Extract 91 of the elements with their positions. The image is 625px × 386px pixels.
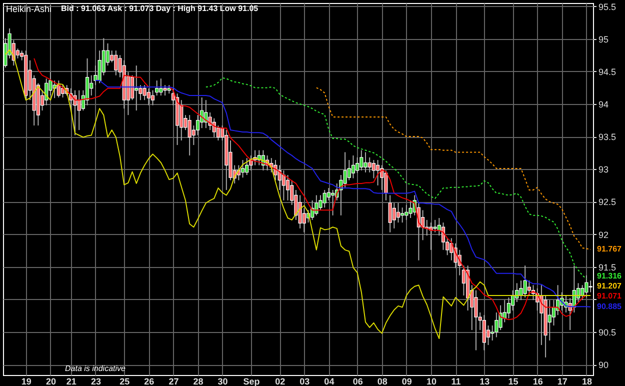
candlestick — [376, 160, 380, 186]
candlestick — [372, 160, 376, 179]
candlestick — [523, 265, 527, 298]
line-series — [316, 87, 592, 250]
candlestick — [90, 74, 94, 96]
candlestick — [56, 80, 60, 98]
x-tick-label: 16 — [532, 376, 543, 386]
candlestick — [462, 265, 466, 296]
x-tick-label: 30 — [218, 376, 228, 386]
candlestick — [388, 194, 392, 233]
candlestick — [146, 88, 150, 106]
candlestick — [282, 170, 286, 201]
candlestick — [322, 189, 326, 208]
candlestick — [159, 78, 163, 96]
candlestick — [130, 74, 134, 101]
candlestick — [364, 152, 368, 173]
candlestick — [73, 90, 77, 136]
chart-title: Heikin-Ashi — [6, 4, 52, 14]
candlestick — [548, 300, 552, 341]
x-tick-label: 28 — [193, 376, 204, 386]
x-tick-label: 25 — [120, 376, 130, 386]
y-tick-label: 92 — [598, 230, 609, 240]
annotation: Data is indicative — [65, 364, 126, 373]
candlestick — [60, 84, 65, 98]
x-tick-label: 06 — [352, 376, 363, 386]
x-tick-label: 08 — [377, 376, 388, 386]
chart-subtitle: Bid : 91.063 Ask : 91.073 Day : High 91.43 Low 91.05 — [61, 4, 259, 13]
candlestick — [404, 204, 408, 220]
x-tick-label: 19 — [21, 376, 32, 386]
y-tick-label: 95 — [598, 34, 609, 44]
candlestick — [356, 156, 360, 174]
candlestick — [330, 189, 335, 216]
y-tick-label: 94.5 — [598, 66, 616, 77]
candlestick — [584, 274, 588, 298]
y-tick-label: 90.5 — [598, 328, 616, 338]
data-label: 91.071 — [597, 291, 622, 300]
candlestick — [482, 314, 486, 351]
candlestick — [506, 296, 511, 319]
x-tick-label: 27 — [168, 376, 179, 386]
y-tick-label: 95.5 — [598, 2, 616, 12]
y-tick-label: 93.5 — [598, 132, 616, 142]
candlestick — [420, 210, 425, 241]
candlestick — [240, 160, 245, 178]
candlestick — [400, 207, 404, 224]
candlestick — [134, 65, 138, 111]
x-tick-label: 20 — [46, 376, 56, 386]
candlestick — [552, 300, 556, 326]
candlestick — [396, 202, 400, 224]
candlestick — [360, 150, 364, 171]
x-tick-label: 23 — [90, 376, 101, 386]
line-series — [205, 77, 587, 280]
data-label: 91.767 — [597, 244, 622, 254]
x-tick-label: 17 — [557, 376, 568, 386]
candlestick — [347, 160, 351, 181]
x-tick-label: 11 — [451, 376, 461, 386]
y-tick-label: 93 — [598, 164, 609, 175]
x-tick-label: 09 — [402, 376, 412, 386]
y-tick-label: 90 — [598, 360, 609, 370]
candlestick — [114, 50, 118, 76]
x-tick-label: 26 — [144, 376, 154, 386]
y-tick-label: 94 — [598, 99, 609, 110]
x-tick-label: 04 — [324, 376, 334, 386]
candlestick — [85, 58, 90, 106]
candlestick — [511, 290, 515, 312]
candlestick — [245, 158, 249, 176]
x-tick-label: 15 — [508, 376, 518, 386]
candlestick — [326, 188, 330, 201]
x-tick-label: 21 — [66, 376, 76, 386]
candlestick — [163, 84, 167, 96]
candlestick — [392, 202, 396, 229]
data-label: 90.885 — [597, 302, 622, 311]
x-tick-label: 13 — [480, 376, 490, 386]
candlestick — [204, 100, 208, 129]
data-label: 91.316 — [597, 271, 622, 280]
candlestick — [216, 124, 220, 141]
x-tick-label: 18 — [582, 376, 592, 386]
x-tick-label: 02 — [275, 376, 286, 386]
y-tick-label: 91.5 — [598, 262, 616, 272]
candlestick — [77, 90, 81, 131]
candlestick — [351, 154, 356, 179]
y-tick-label: 92.5 — [598, 197, 616, 208]
x-tick-label: 10 — [426, 376, 436, 386]
candlestick — [150, 90, 155, 106]
candlestick — [314, 194, 318, 216]
x-tick-label: Sep — [243, 376, 260, 386]
candlestick — [433, 219, 437, 233]
x-tick-label: 03 — [300, 376, 310, 386]
candlestick — [527, 280, 531, 296]
candlestick — [286, 174, 290, 201]
text: 91.207 — [597, 281, 622, 290]
candlestick — [188, 114, 192, 156]
